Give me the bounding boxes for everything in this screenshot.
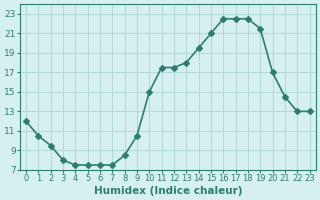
X-axis label: Humidex (Indice chaleur): Humidex (Indice chaleur) — [93, 186, 242, 196]
